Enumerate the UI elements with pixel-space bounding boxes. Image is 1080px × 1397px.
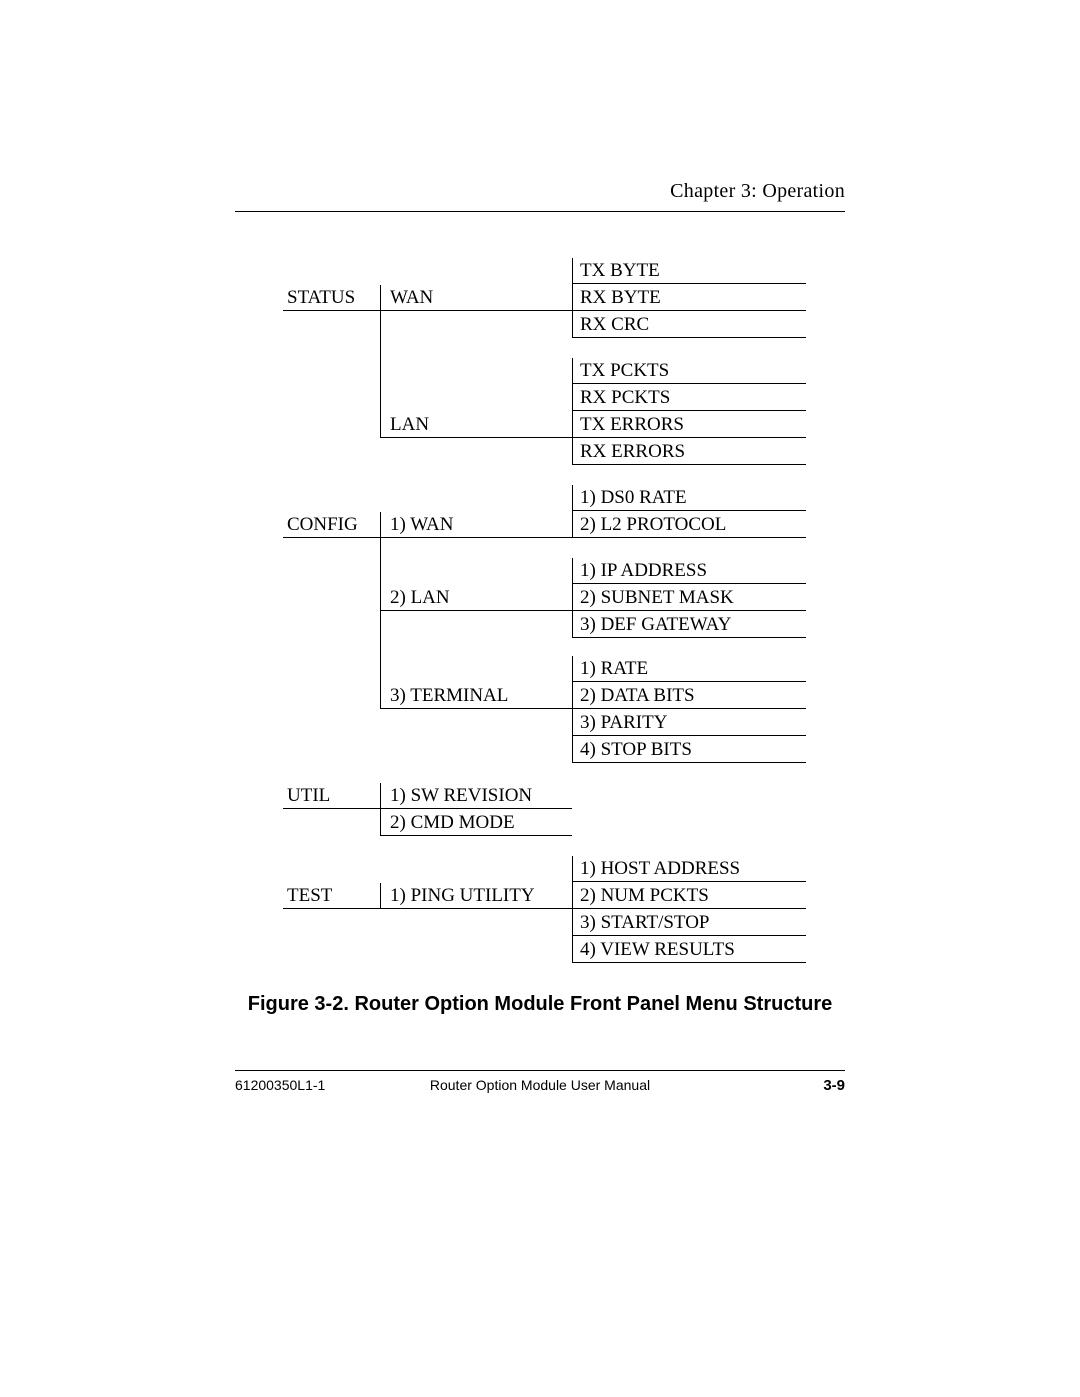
diagram-hline — [380, 610, 806, 611]
diagram-hline — [283, 808, 572, 809]
diagram-vline — [572, 656, 573, 762]
menu-structure-diagram: STATUS CONFIG UTIL TEST WAN LAN 1) WAN 2) LAN 3)… — [250, 260, 830, 965]
diagram-hline — [572, 881, 806, 882]
diagram-hline — [572, 583, 806, 584]
menu-cell-rx_crc: RX CRC — [580, 314, 649, 336]
diagram-vline — [572, 485, 573, 537]
menu-cell-sw_revision: 1) SW REVISION — [390, 785, 532, 807]
diagram-vline — [572, 358, 573, 464]
menu-cell-view_results: 4) VIEW RESULTS — [580, 939, 735, 961]
diagram-hline — [572, 681, 806, 682]
diagram-vline — [380, 883, 381, 908]
menu-cell-config: CONFIG — [287, 514, 358, 536]
menu-cell-tx_byte: TX BYTE — [580, 260, 660, 282]
diagram-vline — [380, 285, 381, 437]
menu-cell-lan2: 2) LAN — [390, 587, 450, 609]
diagram-hline — [283, 908, 806, 909]
menu-cell-l2_protocol: 2) L2 PROTOCOL — [580, 514, 726, 536]
diagram-vline — [572, 856, 573, 962]
diagram-hline — [283, 537, 806, 538]
menu-cell-num_pckts: 2) NUM PCKTS — [580, 885, 709, 907]
menu-cell-cmd_mode: 2) CMD MODE — [390, 812, 515, 834]
menu-cell-util: UTIL — [287, 785, 330, 807]
diagram-hline — [380, 835, 572, 836]
menu-cell-ip_address: 1) IP ADDRESS — [580, 560, 707, 582]
diagram-hline — [283, 310, 806, 311]
menu-cell-tx_pckts: TX PCKTS — [580, 360, 669, 382]
diagram-hline — [380, 437, 806, 438]
menu-cell-host_address: 1) HOST ADDRESS — [580, 858, 740, 880]
page-footer: 61200350L1-1 Router Option Module User M… — [235, 1070, 845, 1094]
figure-caption: Figure 3-2. Router Option Module Front P… — [235, 993, 845, 1016]
menu-cell-stop_bits: 4) STOP BITS — [580, 739, 692, 761]
diagram-hline — [572, 283, 806, 284]
chapter-header: Chapter 3: Operation — [235, 180, 845, 212]
menu-cell-def_gateway: 3) DEF GATEWAY — [580, 614, 731, 636]
menu-cell-subnet_mask: 2) SUBNET MASK — [580, 587, 734, 609]
diagram-hline — [572, 962, 806, 963]
menu-cell-test: TEST — [287, 885, 332, 907]
menu-cell-start_stop: 3) START/STOP — [580, 912, 709, 934]
menu-cell-ping_utility: 1) PING UTILITY — [390, 885, 535, 907]
diagram-hline — [572, 510, 806, 511]
menu-cell-rx_pckts: RX PCKTS — [580, 387, 670, 409]
diagram-hline — [572, 935, 806, 936]
diagram-vline — [572, 558, 573, 637]
diagram-vline — [380, 783, 381, 835]
menu-cell-ds0_rate: 1) DS0 RATE — [580, 487, 687, 509]
diagram-hline — [572, 383, 806, 384]
menu-cell-rx_byte: RX BYTE — [580, 287, 661, 309]
menu-cell-lan: LAN — [390, 414, 429, 436]
menu-cell-data_bits: 2) DATA BITS — [580, 685, 695, 707]
diagram-hline — [380, 708, 806, 709]
diagram-hline — [572, 410, 806, 411]
document-page: Chapter 3: Operation STATUS CONFIG UTIL TES… — [0, 0, 1080, 1397]
menu-cell-wan1: 1) WAN — [390, 514, 454, 536]
diagram-hline — [572, 637, 806, 638]
menu-cell-tx_errors: TX ERRORS — [580, 414, 684, 436]
diagram-hline — [572, 735, 806, 736]
diagram-hline — [572, 464, 806, 465]
footer-manual-title: Router Option Module User Manual — [235, 1077, 845, 1093]
menu-cell-parity: 3) PARITY — [580, 712, 667, 734]
diagram-vline — [572, 258, 573, 337]
menu-cell-status: STATUS — [287, 287, 355, 309]
diagram-hline — [572, 762, 806, 763]
diagram-hline — [572, 337, 806, 338]
menu-cell-rate: 1) RATE — [580, 658, 648, 680]
menu-cell-wan: WAN — [390, 287, 433, 309]
menu-cell-rx_errors: RX ERRORS — [580, 441, 685, 463]
menu-cell-terminal3: 3) TERMINAL — [390, 685, 508, 707]
